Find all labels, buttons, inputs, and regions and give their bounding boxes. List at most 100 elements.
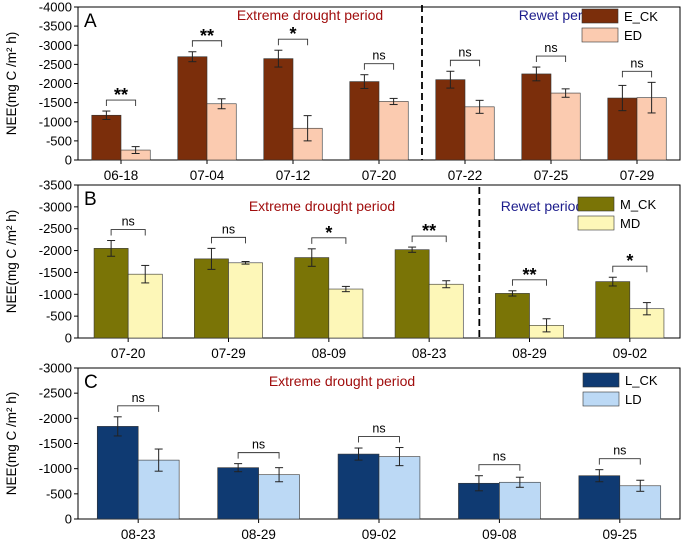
significance-bracket [311,237,347,244]
y-tick-label: 0 [65,331,72,346]
significance-bracket [363,63,395,70]
x-tick-label: 08-23 [121,527,156,542]
legend-label: LD [625,392,642,407]
panel-label: B [84,189,97,210]
significance-bracket [210,236,247,244]
y-tick-label: -4000 [39,0,72,15]
significance-label: ns [458,45,471,59]
panel-label: C [84,372,98,393]
y-tick-label: -500 [46,133,72,148]
significance-bracket [191,40,223,47]
bar-m-ck [595,281,631,339]
significance-bracket [411,235,447,243]
y-tick-label: -3500 [39,178,72,193]
significance-bracket [117,405,160,412]
bar-md [428,283,464,339]
bar-e-ck [177,56,208,161]
bar-e-ck [521,73,552,161]
bar-ld [378,456,421,520]
significance-bracket [535,55,567,63]
bar-ed [206,103,237,161]
bar-m-ck [495,293,530,339]
bar-l-ck [217,467,259,520]
significance-label: ** [114,85,128,105]
bar-e-ck [91,114,122,161]
bar-md [228,262,263,339]
significance-label: ns [372,422,385,436]
y-tick-label: -500 [46,309,72,324]
bar-l-ck [96,426,139,520]
legend-label: L_CK [625,373,658,388]
bar-ed [464,106,495,161]
bar-m-ck [93,248,129,339]
significance-bracket [449,59,481,67]
x-tick-label: 09-25 [603,527,638,542]
significance-label: * [325,223,332,243]
legend-swatch [577,215,615,231]
bar-l-ck [337,453,380,520]
x-tick-label: 09-08 [482,527,517,542]
y-tick-label: -1500 [39,95,72,110]
bar-ed [378,101,409,161]
period-annotation: Rewet period [519,7,602,23]
legend-swatch [582,391,620,407]
x-tick-label: 07-29 [211,346,246,361]
bar-md [328,288,364,339]
y-tick-label: -3000 [39,38,72,53]
x-tick-label: 07-22 [448,168,483,183]
y-tick-label: -2000 [39,411,72,426]
legend-label: E_CK [624,9,658,24]
y-tick-label: -3000 [39,361,72,376]
bar-e-ck [435,79,466,161]
x-tick-label: 07-04 [190,168,225,183]
significance-label: ns [630,56,643,70]
period-annotation: Extreme drought period [237,7,383,23]
bar-m-ck [394,249,430,339]
legend-label: MD [620,216,640,231]
y-tick-label: 0 [65,153,72,168]
legend-label: ED [624,28,642,43]
bar-ed [550,92,581,161]
significance-label: ns [613,444,626,458]
period-annotation: Extreme drought period [269,373,415,389]
x-tick-label: 07-12 [276,168,311,183]
y-tick-label: -1000 [39,461,72,476]
bar-e-ck [263,58,294,161]
significance-label: ** [422,221,436,241]
significance-bracket [511,279,548,286]
significance-bracket [277,38,309,46]
legend-label: M_CK [620,197,656,212]
x-tick-label: 07-25 [534,168,569,183]
y-tick-label: -3000 [39,199,72,214]
significance-label: ns [122,215,135,229]
period-annotation: Rewet period [501,198,584,214]
panel-c: 0 -500 -1000 -1500 -2000 -2500 -3000 NEE(mg C /… [4,361,681,542]
period-annotation: Extreme drought period [249,198,395,214]
plot-frame [77,184,681,339]
y-tick-label: -2000 [39,76,72,91]
x-tick-label: 08-29 [512,346,547,361]
x-tick-label: 07-29 [620,168,655,183]
y-axis-label: NEE(mg C /m² h) [4,32,19,136]
y-axis-label: NEE(mg C /m² h) [4,392,19,496]
significance-label: ns [493,450,506,464]
y-tick-label: -1000 [39,287,72,302]
y-tick-label: 0 [65,512,72,527]
panel-a: 0 -500 -1000 -1500 -2000 -2500 -3000 -3500 -4000… [4,0,681,183]
y-tick-label: -1000 [39,114,72,129]
significance-label: ns [222,222,235,236]
legend-swatch [581,27,619,43]
legend-swatch [582,372,620,388]
bar-m-ck [294,257,330,339]
significance-bracket [621,70,653,78]
bar-m-ck [194,258,229,339]
significance-bracket [358,436,400,443]
significance-bracket [478,464,521,471]
bar-e-ck [349,81,380,161]
y-tick-label: -500 [46,486,72,501]
significance-label: * [289,24,296,44]
x-tick-label: 08-23 [412,346,447,361]
y-tick-label: -1500 [39,265,72,280]
significance-label: ** [200,26,214,46]
y-tick-label: -2500 [39,386,72,401]
